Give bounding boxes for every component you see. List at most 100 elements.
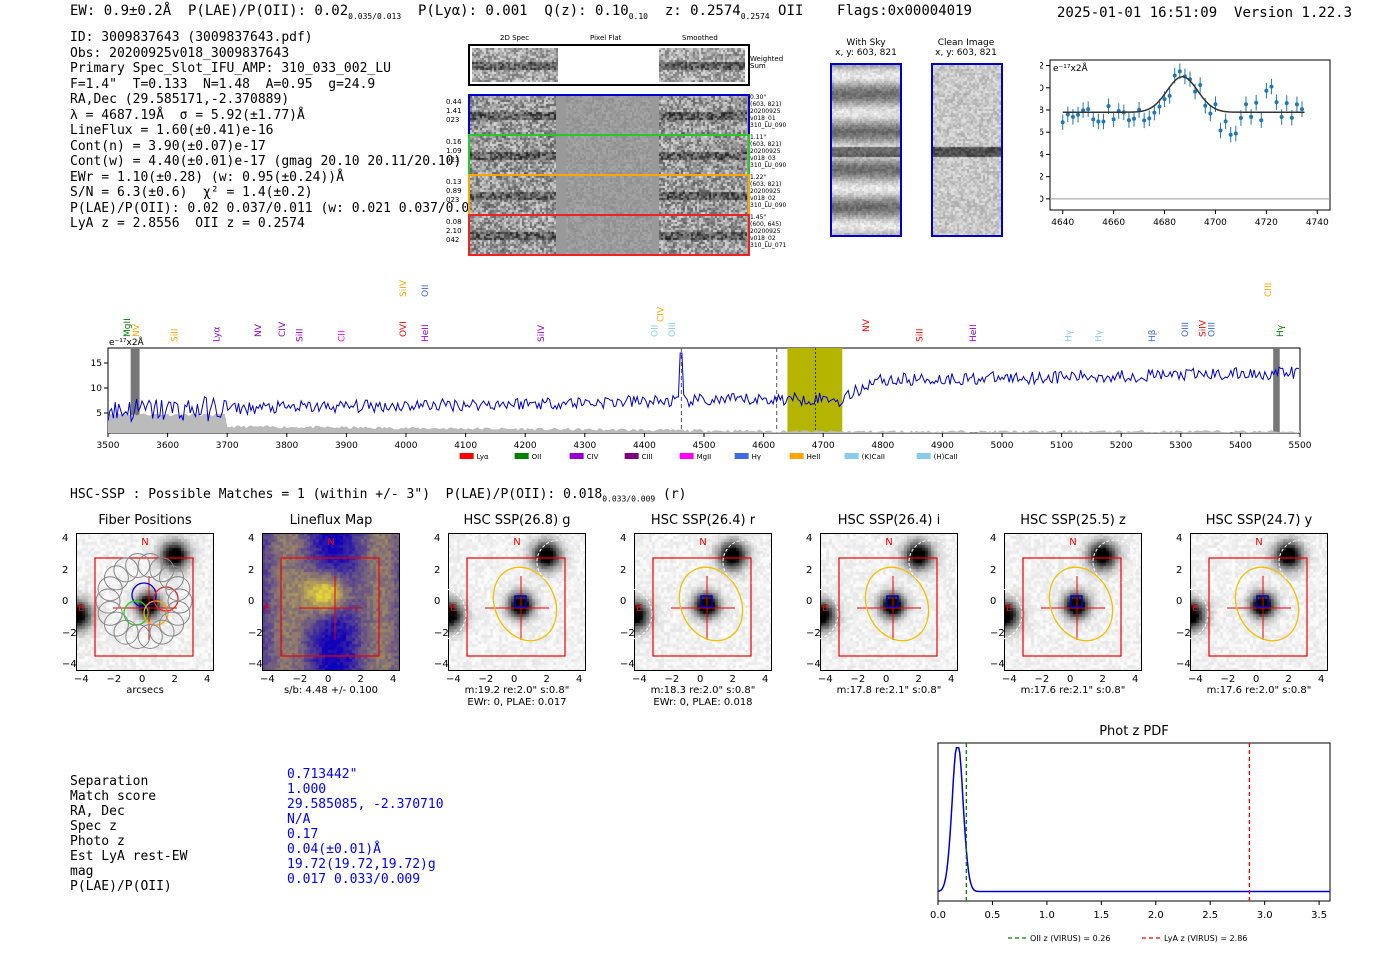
- photz-x-tick-label: 2.5: [1202, 910, 1218, 921]
- cutout-left-value: 042: [446, 236, 460, 244]
- zoom-data-point: [1289, 115, 1294, 120]
- panel-frame: [262, 533, 400, 671]
- zoom-data-point: [1111, 117, 1116, 122]
- cutout-left-value: 0.13: [446, 178, 462, 186]
- panel-y-tick: 2: [62, 564, 69, 576]
- legend-swatch: [789, 453, 804, 459]
- zoom-data-point: [1167, 93, 1172, 98]
- zoom-data-point: [1300, 107, 1304, 112]
- zoom-data-point: [1091, 117, 1096, 122]
- zoom-x-tick-label: 4680: [1153, 218, 1176, 228]
- match-value: N/A: [287, 812, 311, 827]
- cutout-row-right-info: 0.30" (603, 821) 20200925 v018_01 310_LU_090: [750, 94, 786, 129]
- aperture-box: [838, 557, 938, 657]
- panel-y-tick: 0: [806, 596, 813, 607]
- panel-y-tick: −4: [620, 659, 635, 670]
- panel-y-tick: 0: [434, 596, 441, 607]
- detection-box: [514, 595, 527, 608]
- legend-label: (H)CaII: [934, 453, 958, 461]
- cutout-right-value: 20200925: [750, 148, 781, 155]
- panel-x-tick: −4: [1002, 674, 1017, 685]
- spectral-line-label: OII: [650, 325, 660, 337]
- legend-label: Hγ: [752, 453, 761, 461]
- panel-y-tick: 2: [990, 564, 997, 576]
- fiber-circle: [137, 553, 163, 579]
- east-label: E: [636, 603, 642, 614]
- cutout-right-value: 0.30": [750, 94, 767, 101]
- cutout-row-right-info: 1.11" (603, 821) 20200925 v018_03 310_LU_090: [750, 134, 786, 169]
- east-label: E: [78, 603, 84, 614]
- panel-x-tick: 4: [390, 674, 397, 685]
- info-line: Cont(w) = 4.40(±0.01)e-17 (gmag 20.10 20…: [70, 154, 462, 169]
- cutout-right-value: 310_LU_090: [750, 202, 787, 209]
- cutout-flat: [566, 96, 652, 134]
- spectrum-x-tick-label: 4800: [871, 441, 894, 451]
- info-line: P(LAE)/P(OII): 0.02 0.037/0.011 (w: 0.02…: [70, 200, 493, 216]
- match-label: Photo z: [70, 834, 125, 849]
- noise-envelope: [108, 412, 1300, 433]
- match-label: Spec z: [70, 819, 117, 834]
- zoom-x-tick-label: 4660: [1102, 218, 1125, 228]
- lineflux-map-image: [262, 533, 400, 671]
- panel-y-tick: 2: [620, 564, 627, 576]
- zoom-data-point: [1264, 88, 1269, 93]
- zoom-data-point: [1193, 89, 1198, 94]
- cutout-2d: [470, 176, 556, 214]
- spectral-line-label: NV: [254, 323, 264, 337]
- fiber-circle: [159, 611, 185, 637]
- version-text: Version 1.22.3: [1234, 5, 1353, 21]
- zoom-spectrum-plot: 4640 4660 4680 4700 4720 4740 0 2 4 6 8 10 12 e⁻¹⁷x2Å: [1040, 59, 1331, 228]
- cutout-left-value: 023: [446, 156, 460, 164]
- spectrum-x-tick-label: 3600: [156, 441, 179, 451]
- panel-y-tick: 4: [248, 533, 255, 544]
- zoom-x-tick-label: 4720: [1255, 218, 1278, 228]
- zoom-data-point: [1203, 103, 1208, 108]
- info-line: EWr = 1.10(±0.28) (w: 0.95(±0.24))Å: [70, 169, 344, 185]
- zoom-data-point: [1177, 69, 1182, 74]
- spectral-line-label: CIII: [1264, 283, 1274, 297]
- spectrum-x-tick-label: 4400: [633, 441, 656, 451]
- legend-swatch: [514, 453, 529, 459]
- match-value: 0.713442": [287, 767, 358, 782]
- legend-swatch: [569, 453, 584, 459]
- detection-box: [886, 595, 899, 608]
- panel-y-tick: 4: [620, 533, 627, 544]
- match-values: 0.713442" 1.000 29.585085, -2.370710 N/A 0.1…: [287, 767, 444, 887]
- spectral-line-label: NV: [862, 318, 872, 332]
- image-panel-title: HSC SSP(25.5) z: [1020, 513, 1126, 528]
- clean-image: [931, 63, 1003, 237]
- zoom-data-point: [1081, 108, 1086, 113]
- zoom-data-point: [1259, 118, 1264, 123]
- fiber-circle: [103, 565, 129, 591]
- info-line: Primary Spec_Slot_IFU_AMP: 310_033_002_L…: [70, 61, 391, 76]
- spectral-line-label: Lyα: [212, 326, 222, 342]
- spectrum-x-tick-label: 4500: [693, 441, 716, 451]
- cutout-row-right-info: 1.45" (600, 645) 20200925 v018_02 310_LU_071: [750, 214, 786, 249]
- spectrum-x-tick-label: 5100: [1050, 441, 1073, 451]
- cutout-right-value: 1.11": [750, 134, 767, 141]
- panel-x-tick: 4: [576, 674, 583, 685]
- kron-ellipse: [864, 566, 930, 642]
- spectral-line-label: OIII: [1208, 322, 1218, 337]
- info-line: λ = 4687.19Å σ = 5.92(±1.77)Å: [70, 107, 305, 123]
- legend-swatch: [734, 453, 749, 459]
- panel-overlay: NE: [820, 533, 958, 671]
- hsc-heading: HSC-SSP : Possible Matches = 1 (within +…: [70, 487, 687, 504]
- panel-frame: [820, 533, 958, 671]
- fiber-circle: [113, 557, 139, 583]
- weighted-sum-box: [468, 44, 750, 86]
- kron-ellipse: [1234, 566, 1300, 642]
- east-label: E: [1192, 603, 1198, 614]
- match-label: RA, Dec: [70, 804, 125, 819]
- panel-x-tick: −2: [292, 674, 308, 685]
- zoom-data-point: [1086, 107, 1091, 112]
- panel-overlay: NE: [634, 533, 772, 671]
- fiber-circle: [149, 557, 175, 583]
- photz-x-tick-label: 3.0: [1257, 910, 1273, 921]
- spectral-line-label: OIII: [1181, 322, 1191, 337]
- cutout-2d: [470, 136, 556, 174]
- spectral-line-label: Hγ: [1094, 329, 1104, 342]
- zoom-data-point: [1172, 73, 1177, 78]
- panel-caption: s/b: 4.48 +/- 0.100: [283, 685, 379, 696]
- east-label: E: [450, 603, 456, 614]
